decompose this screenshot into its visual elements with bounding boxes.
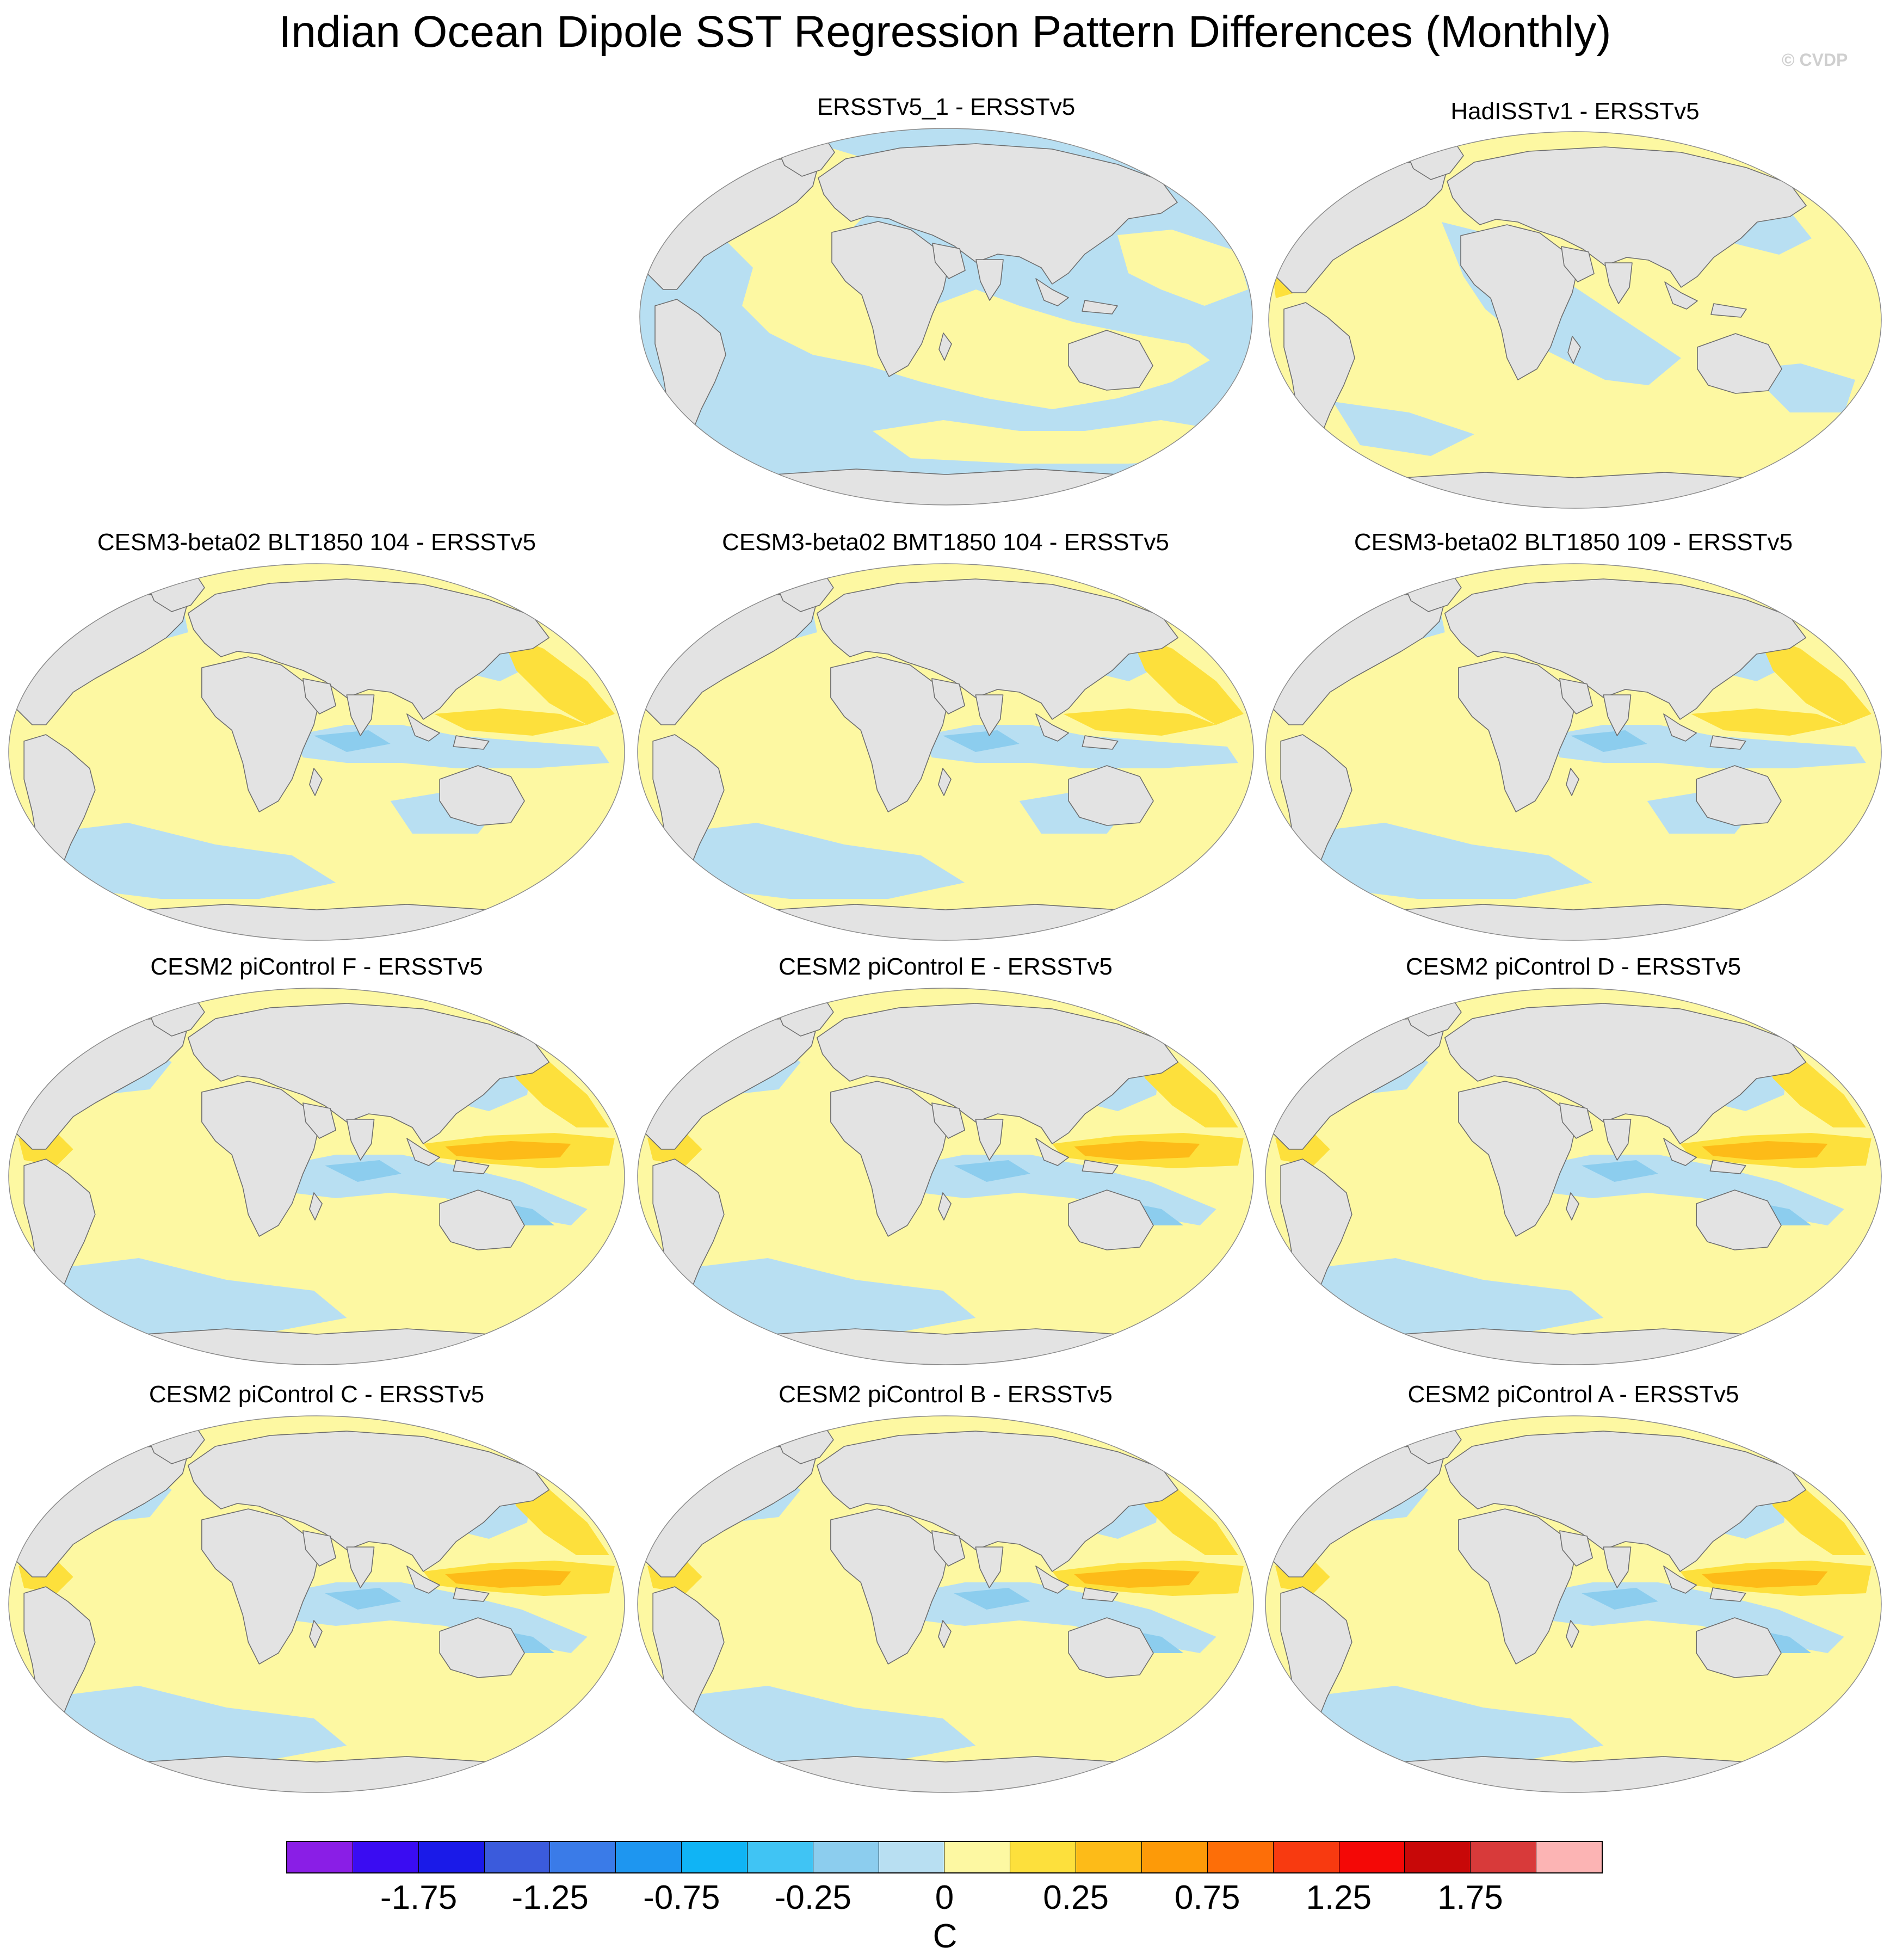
colorbar-units: C (932, 1918, 958, 1955)
colorbar-swatch (1010, 1842, 1077, 1872)
colorbar-tick-label: -1.25 (511, 1879, 589, 1916)
map-ersstv5-1 (639, 128, 1253, 506)
colorbar-swatch (813, 1842, 879, 1872)
colorbar-tick-label: 0.25 (1043, 1879, 1109, 1916)
colorbar-swatch (682, 1842, 748, 1872)
colorbar-tick-label: 1.25 (1306, 1879, 1372, 1916)
panel-title-picontrol-a: CESM2 piControl A - ERSSTv5 (1407, 1381, 1739, 1408)
panel-title-picontrol-b: CESM2 piControl B - ERSSTv5 (779, 1381, 1113, 1408)
cvdp-credit: © CVDP (1782, 50, 1848, 70)
colorbar-swatch (1536, 1842, 1602, 1872)
colorbar-swatch (418, 1842, 485, 1872)
colorbar-swatch (1339, 1842, 1405, 1872)
colorbar-tick-label: 0.75 (1174, 1879, 1240, 1916)
map-picontrol-e (637, 988, 1254, 1365)
colorbar-swatch (1405, 1842, 1471, 1872)
colorbar-swatch (1207, 1842, 1274, 1872)
colorbar-swatch (944, 1842, 1011, 1872)
colorbar (286, 1841, 1603, 1873)
panel-title-hadisst: HadISSTv1 - ERSSTv5 (1450, 98, 1700, 125)
page-title: Indian Ocean Dipole SST Regression Patte… (279, 7, 1611, 57)
colorbar-swatch (1141, 1842, 1208, 1872)
colorbar-swatch (879, 1842, 945, 1872)
map-hadisst (1268, 131, 1882, 509)
colorbar-swatch (353, 1842, 419, 1872)
colorbar-swatch (484, 1842, 551, 1872)
colorbar-tick-label: 0 (935, 1879, 954, 1916)
panel-title-blt1850-109: CESM3-beta02 BLT1850 109 - ERSSTv5 (1354, 529, 1793, 556)
panel-title-bmt1850-104: CESM3-beta02 BMT1850 104 - ERSSTv5 (722, 529, 1169, 556)
colorbar-swatch (1076, 1842, 1142, 1872)
colorbar-tick-label: 1.75 (1437, 1879, 1503, 1916)
colorbar-swatch (287, 1842, 353, 1872)
panel-title-ersstv5-1: ERSSTv5_1 - ERSSTv5 (817, 94, 1076, 120)
map-blt1850-109 (1265, 563, 1882, 941)
colorbar-swatch (550, 1842, 616, 1872)
panel-title-picontrol-d: CESM2 piControl D - ERSSTv5 (1405, 953, 1741, 980)
colorbar-swatch (1273, 1842, 1339, 1872)
map-blt1850-104 (8, 563, 625, 941)
panel-title-picontrol-f: CESM2 piControl F - ERSSTv5 (150, 953, 483, 980)
colorbar-tick-label: -1.75 (380, 1879, 458, 1916)
map-picontrol-b (637, 1415, 1254, 1793)
panel-title-picontrol-e: CESM2 piControl E - ERSSTv5 (779, 953, 1113, 980)
map-picontrol-f (8, 988, 625, 1365)
colorbar-swatch (1471, 1842, 1537, 1872)
map-picontrol-a (1265, 1415, 1882, 1793)
map-bmt1850-104 (637, 563, 1254, 941)
colorbar-swatch (747, 1842, 813, 1872)
panel-title-blt1850-104: CESM3-beta02 BLT1850 104 - ERSSTv5 (97, 529, 536, 556)
map-picontrol-d (1265, 988, 1882, 1365)
colorbar-tick-label: -0.75 (643, 1879, 720, 1916)
colorbar-tick-label: -0.25 (774, 1879, 852, 1916)
panel-title-picontrol-c: CESM2 piControl C - ERSSTv5 (149, 1381, 485, 1408)
colorbar-swatch (616, 1842, 682, 1872)
map-picontrol-c (8, 1415, 625, 1793)
